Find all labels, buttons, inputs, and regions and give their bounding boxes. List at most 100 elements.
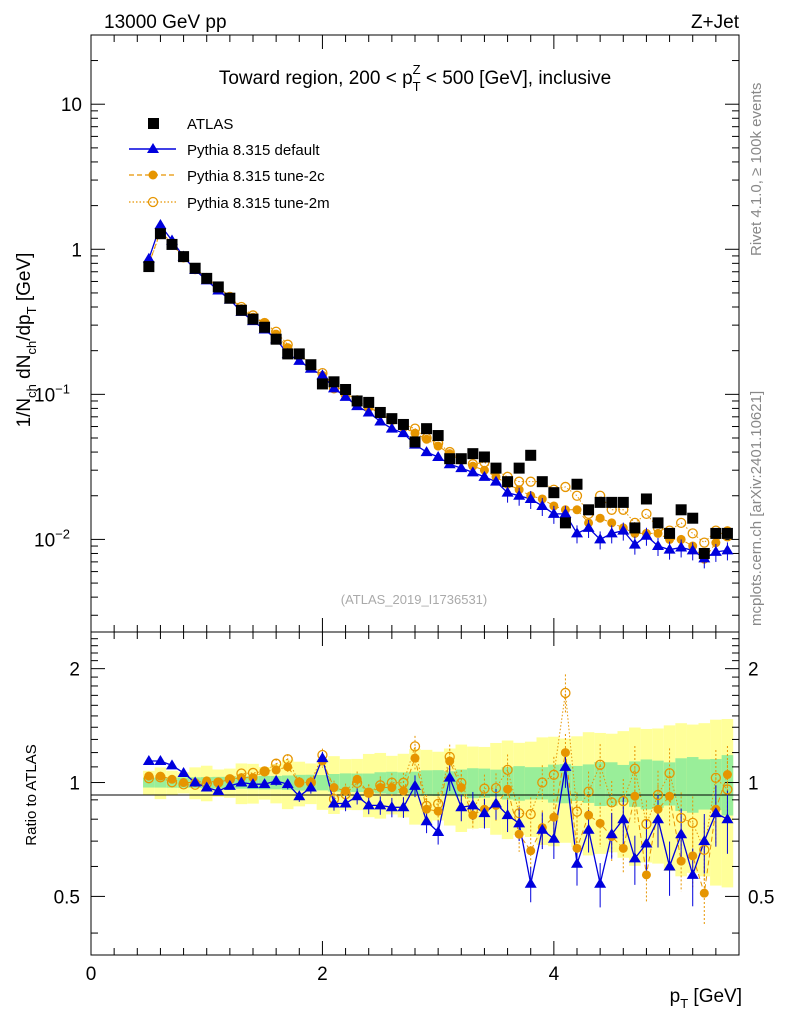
ratio-default-point [316,752,329,763]
default-point [709,545,722,556]
default-point [142,252,155,263]
stat-band [328,773,340,792]
ratio-default-point [351,790,364,801]
ratio-default-point [675,828,688,839]
ratio-default-point [605,828,618,839]
y-tick-exponent: −2 [55,526,70,541]
ratio-default-point [281,778,294,789]
ratio-default-point [709,807,722,818]
ratio-tune2c-point [433,806,443,816]
ratio-default-point [362,799,375,810]
tune2m-point [687,528,698,539]
atlas-point [328,376,340,388]
ratio-tune2c-point [688,851,698,861]
ratio-tune2c-point [144,771,154,781]
default-point [652,540,664,551]
ratio-tune2c-point [329,783,339,793]
ratio-y-axis-label: Ratio to ATLAS [23,744,40,845]
default-point [524,492,537,503]
stat-band [467,768,479,799]
x-tick-label: 4 [549,964,560,985]
ratio-default-point [547,832,560,843]
legend-tune2c-marker [148,170,158,180]
atlas-point [710,527,722,539]
default-point [374,415,387,426]
stat-band [686,757,699,813]
ratio-tune2c-point [167,774,177,784]
side-top-text: Rivet 4.1.0, ≥ 100k events [748,83,765,256]
ratio-default-point [432,825,445,836]
default-point [293,354,306,365]
tune2c-point [676,534,686,544]
legend-tune2m-label: Pythia 8.315 tune-2m [187,195,330,212]
x-tick-label: 0 [86,964,97,985]
ratio-default-point [293,790,306,801]
ratio-tune2m-point [699,844,710,856]
atlas-point [212,281,224,293]
ratio-tick-label: 2 [748,660,759,681]
ratio-tune2m-point [618,795,629,807]
default-point [594,533,607,544]
ratio-tune2c-point [271,765,281,775]
ratio-tune2c-point [456,783,466,793]
atlas-point [154,228,166,240]
default-point [420,446,433,457]
ratio-tune2c-point [676,856,686,866]
legend-tune2m-marker [147,196,159,208]
tune2m-point [560,481,571,493]
atlas-point [536,476,548,488]
atlas-point [282,348,294,360]
ratio-default-point [536,823,549,834]
stat-band [594,762,606,806]
ratio-tune2c-point [503,784,513,794]
atlas-point [421,423,433,435]
ratio-default-point [594,877,607,888]
ratio-tune2m-point [629,763,641,774]
ratio-default-point [385,801,398,812]
default-point [328,382,340,393]
ratio-default-point [166,759,178,770]
default-point [316,369,329,380]
stat-band [524,767,537,800]
atlas-point [629,522,641,534]
ratio-tune2c-point [202,776,212,786]
default-point [478,470,491,481]
atlas-point [559,517,571,529]
ratio-tune2c-point [387,783,397,793]
atlas-point [247,313,259,325]
atlas-point [316,378,328,390]
ratio-default-point [189,776,202,787]
ratio-tune2m-point [525,808,536,820]
ratio-default-point [466,799,479,810]
atlas-point [721,527,733,539]
tune2m-line [148,230,728,544]
default-point [663,543,676,554]
legend-atlas-label: ATLAS [187,116,233,133]
atlas-point [166,238,178,250]
ratio-default-point [663,860,676,871]
ratio-default-point [455,801,468,812]
legend: ATLAS Pythia 8.315 default Pythia 8.315 … [129,116,330,212]
tune2c-point [711,538,721,548]
tune2c-point [607,518,617,528]
analysis-label: (ATLAS_2019_I1736531) [341,592,487,607]
atlas-point [224,292,236,304]
ratio-default-point [698,835,711,846]
atlas-point [513,462,525,474]
default-point [339,390,352,401]
y-tick-label: 1 [71,240,82,261]
y-tick-label: 10 [61,95,82,116]
tune2c-point [595,513,605,523]
tune2c-point [479,465,489,475]
ratio-default-point [617,813,630,824]
stat-band [629,761,641,807]
atlas-point [340,383,352,395]
ratio-tune2m-point [502,764,513,776]
legend-tune2c-label: Pythia 8.315 tune-2c [187,168,325,185]
default-point [721,544,734,555]
atlas-point [640,493,652,505]
ratio-tune2c-point [665,791,675,801]
default-point [559,507,572,518]
ratio-tune2m-point [652,789,664,801]
